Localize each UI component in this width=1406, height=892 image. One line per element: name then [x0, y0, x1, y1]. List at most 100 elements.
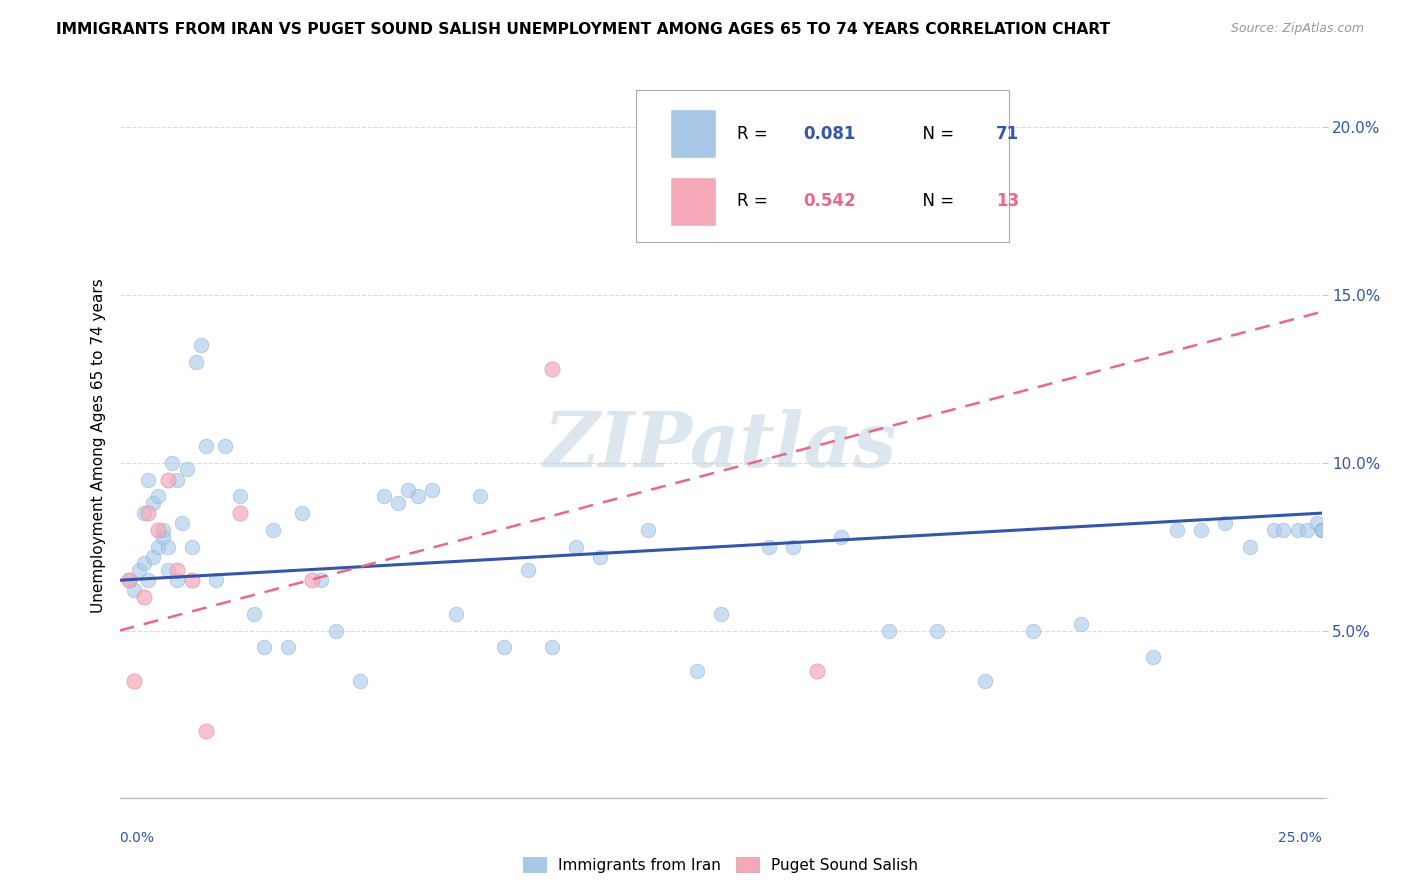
Point	[396, 483, 419, 497]
Point	[1310, 523, 1333, 537]
Point	[228, 506, 250, 520]
Point	[325, 624, 347, 638]
Point	[170, 516, 193, 531]
FancyBboxPatch shape	[671, 177, 716, 227]
Point	[1306, 516, 1329, 531]
Point	[243, 607, 266, 621]
Point	[420, 483, 443, 497]
Point	[142, 549, 165, 564]
Point	[1022, 624, 1045, 638]
Point	[128, 563, 150, 577]
FancyBboxPatch shape	[637, 90, 1010, 242]
Point	[301, 573, 323, 587]
Point	[444, 607, 467, 621]
Text: R =: R =	[737, 125, 773, 143]
Point	[877, 624, 900, 638]
Text: ZIPatlas: ZIPatlas	[544, 409, 897, 483]
Point	[166, 573, 188, 587]
Point	[162, 456, 184, 470]
Text: Source: ZipAtlas.com: Source: ZipAtlas.com	[1230, 22, 1364, 36]
Point	[138, 473, 160, 487]
Point	[180, 573, 202, 587]
Point	[142, 496, 165, 510]
Point	[1286, 523, 1309, 537]
Point	[782, 540, 804, 554]
Text: N =: N =	[911, 125, 959, 143]
Point	[152, 530, 174, 544]
Point	[132, 590, 155, 604]
Point	[118, 573, 141, 587]
Y-axis label: Unemployment Among Ages 65 to 74 years: Unemployment Among Ages 65 to 74 years	[90, 278, 105, 614]
Text: R =: R =	[737, 193, 773, 211]
Point	[138, 506, 160, 520]
Point	[138, 573, 160, 587]
Point	[468, 489, 492, 503]
Text: 25.0%: 25.0%	[1278, 831, 1322, 846]
Point	[146, 540, 169, 554]
Point	[758, 540, 780, 554]
Point	[118, 573, 141, 587]
Point	[541, 640, 564, 655]
Point	[494, 640, 516, 655]
Point	[1263, 523, 1285, 537]
Text: 71: 71	[995, 125, 1019, 143]
Point	[166, 563, 188, 577]
Point	[122, 583, 145, 598]
Point	[253, 640, 276, 655]
Point	[1142, 650, 1164, 665]
Point	[146, 489, 169, 503]
Point	[1310, 523, 1333, 537]
Point	[1272, 523, 1295, 537]
Point	[156, 563, 179, 577]
Point	[349, 673, 371, 688]
FancyBboxPatch shape	[671, 109, 716, 159]
Point	[311, 573, 333, 587]
Point	[830, 530, 852, 544]
Point	[1296, 523, 1319, 537]
Point	[1215, 516, 1237, 531]
Point	[156, 540, 179, 554]
Text: IMMIGRANTS FROM IRAN VS PUGET SOUND SALISH UNEMPLOYMENT AMONG AGES 65 TO 74 YEAR: IMMIGRANTS FROM IRAN VS PUGET SOUND SALI…	[56, 22, 1111, 37]
Point	[291, 506, 314, 520]
Legend: Immigrants from Iran, Puget Sound Salish: Immigrants from Iran, Puget Sound Salish	[517, 851, 924, 879]
Text: N =: N =	[911, 193, 959, 211]
Point	[277, 640, 299, 655]
Point	[1070, 616, 1092, 631]
Point	[974, 673, 997, 688]
Point	[637, 523, 659, 537]
Point	[166, 473, 188, 487]
Point	[1166, 523, 1188, 537]
Point	[806, 664, 828, 678]
Point	[1239, 540, 1261, 554]
Point	[152, 523, 174, 537]
Point	[146, 523, 169, 537]
Point	[190, 338, 212, 352]
Point	[565, 540, 588, 554]
Point	[541, 361, 564, 376]
Point	[373, 489, 395, 503]
Point	[156, 473, 179, 487]
Point	[180, 540, 202, 554]
Point	[685, 664, 707, 678]
Point	[925, 624, 948, 638]
Point	[406, 489, 429, 503]
Point	[214, 439, 236, 453]
Point	[195, 439, 218, 453]
Point	[1310, 523, 1333, 537]
Point	[132, 557, 155, 571]
Text: 0.081: 0.081	[803, 125, 856, 143]
Text: 13: 13	[995, 193, 1019, 211]
Point	[186, 355, 208, 369]
Point	[176, 462, 198, 476]
Point	[228, 489, 250, 503]
Point	[517, 563, 540, 577]
Point	[132, 506, 155, 520]
Text: 0.542: 0.542	[803, 193, 856, 211]
Point	[262, 523, 284, 537]
Point	[709, 607, 731, 621]
Point	[1189, 523, 1212, 537]
Point	[204, 573, 226, 587]
Point	[387, 496, 409, 510]
Point	[122, 673, 145, 688]
Point	[589, 549, 612, 564]
